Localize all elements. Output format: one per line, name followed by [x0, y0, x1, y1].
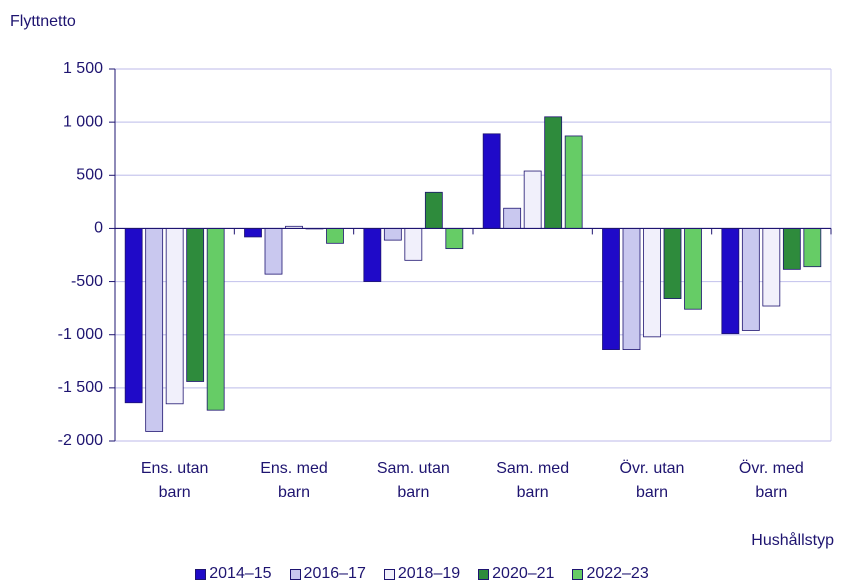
bar	[721, 228, 740, 335]
bar	[503, 207, 522, 229]
bar	[602, 228, 620, 350]
legend-swatch	[289, 568, 301, 580]
bar	[741, 228, 760, 331]
bar	[643, 228, 661, 338]
y-tick-label: -1 500	[58, 379, 103, 396]
x-tick-label: Övr. utan barn	[619, 460, 685, 501]
chart-title: Flyttnetto	[10, 13, 76, 30]
y-tick-label: 500	[76, 167, 103, 184]
y-tick-label: 1 500	[63, 60, 103, 77]
x-tick-label: Sam. med barn	[496, 460, 570, 501]
x-tick-label: Ens. utan barn	[140, 460, 209, 501]
bar	[564, 135, 583, 229]
legend-swatch	[195, 568, 207, 580]
legend-item: 2016–17	[289, 565, 366, 583]
legend-label: 2016–17	[303, 565, 366, 582]
bar	[544, 116, 563, 229]
legend-swatch	[383, 568, 395, 580]
x-tick-label: Ens. med barn	[260, 460, 328, 501]
bar	[424, 191, 443, 229]
bar	[663, 228, 682, 299]
legend-label: 2022–23	[586, 565, 649, 582]
bar	[684, 228, 702, 310]
y-tick-label: -1 000	[58, 326, 103, 343]
legend-item: 2018–19	[383, 565, 461, 583]
x-tick-label: Sam. utan barn	[376, 460, 450, 501]
bar	[145, 228, 164, 432]
bar	[165, 228, 184, 405]
bar	[326, 228, 344, 244]
bar	[363, 228, 382, 282]
legend-label: 2020–21	[492, 565, 555, 582]
x-tick-label: Övr. med barn	[738, 460, 804, 501]
y-tick-label: -2 000	[58, 432, 103, 449]
bar	[244, 228, 262, 238]
bar	[782, 228, 801, 270]
bar	[622, 228, 641, 350]
bar	[523, 170, 542, 229]
x-axis-label: Hushållstyp	[751, 531, 834, 549]
bar	[264, 228, 283, 275]
bar	[206, 228, 225, 411]
legend-item: 2014–15	[195, 565, 272, 583]
bar	[762, 228, 781, 307]
y-tick-label: 0	[94, 220, 103, 237]
bar	[803, 228, 822, 268]
legend-item: 2020–21	[478, 565, 554, 583]
bar	[404, 228, 423, 261]
bar	[124, 228, 143, 404]
legend-swatch	[478, 568, 490, 580]
legend-label: 2014–15	[209, 565, 272, 582]
legend: 2014–15 2016–17 2018–19 2020–21 2022–23	[0, 565, 844, 583]
bar	[482, 133, 501, 229]
bar	[186, 228, 205, 382]
legend-label: 2018–19	[397, 565, 461, 582]
legend-swatch	[572, 568, 584, 580]
bar	[383, 228, 402, 241]
bar	[445, 228, 464, 250]
y-tick-label: -500	[71, 273, 103, 290]
y-tick-label: 1 000	[63, 113, 103, 130]
legend-item: 2022–23	[572, 565, 649, 583]
